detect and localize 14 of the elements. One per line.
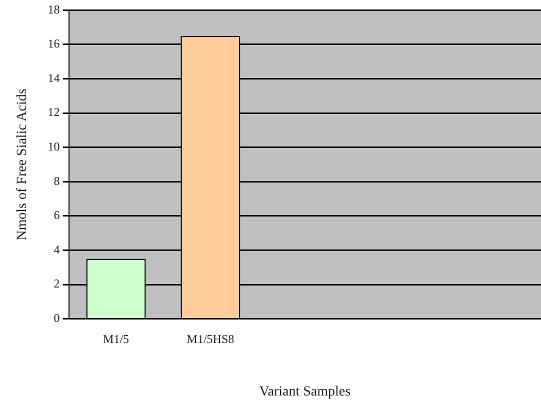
y-tick-label: 0 [54, 310, 60, 325]
x-axis-title: Variant Samples [259, 384, 351, 400]
y-tick-label: 2 [54, 276, 60, 291]
y-tick-label: 8 [54, 174, 60, 188]
x-tick-label: M1/5 [103, 332, 130, 346]
x-tick-label: M1/5HS8 [186, 332, 234, 346]
y-tick-label: 18 [48, 2, 60, 16]
y-axis-title: Nmols of Free Sialic Acids [15, 88, 30, 240]
y-tick-label: 6 [54, 208, 60, 222]
y-tick-label: 14 [48, 70, 60, 85]
y-tick-label: 10 [48, 140, 60, 154]
y-tick-label: 16 [48, 36, 60, 51]
y-tick-label: 4 [54, 242, 60, 256]
y-tick-label: 12 [48, 105, 60, 120]
